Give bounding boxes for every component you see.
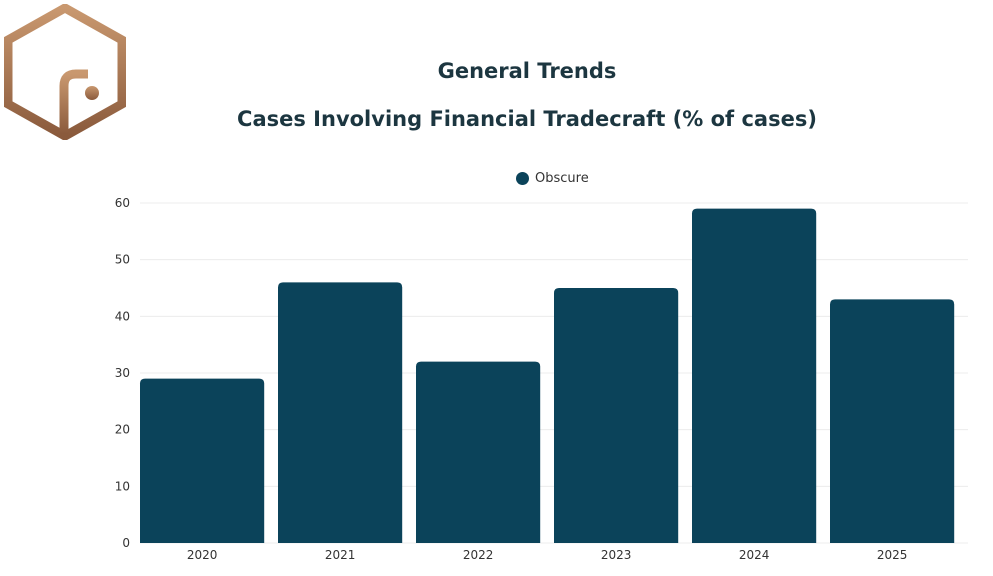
x-tick-label: 2020 <box>187 548 218 562</box>
x-tick-label: 2022 <box>463 548 494 562</box>
x-tick-label: 2021 <box>325 548 356 562</box>
bars <box>140 208 955 543</box>
y-tick-label: 0 <box>122 536 130 550</box>
logo-inner-stroke <box>59 69 88 134</box>
y-tick-label: 20 <box>115 423 130 437</box>
bar-2022[interactable] <box>416 361 541 543</box>
y-axis-ticks: 0 10 20 30 40 50 60 <box>115 196 130 550</box>
x-tick-label: 2025 <box>877 548 908 562</box>
chart-subtitle: Cases Involving Financial Tradecraft (% … <box>237 107 817 131</box>
x-axis-ticks: 2020 2021 2022 2023 2024 2025 <box>187 548 908 562</box>
company-logo <box>4 4 126 140</box>
y-tick-label: 10 <box>115 479 130 493</box>
logo-hexagon-shape <box>4 4 126 140</box>
bar-2021[interactable] <box>278 282 403 543</box>
bar-2023[interactable] <box>554 288 679 543</box>
y-tick-label: 30 <box>115 366 130 380</box>
bar-2024[interactable] <box>692 208 817 543</box>
x-tick-label: 2024 <box>739 548 770 562</box>
y-tick-label: 40 <box>115 309 130 323</box>
chart-legend[interactable]: Obscure <box>516 171 589 186</box>
legend-label-obscure: Obscure <box>535 171 589 186</box>
bar-2020[interactable] <box>140 378 265 543</box>
legend-swatch-obscure <box>516 172 529 185</box>
chart-title: General Trends <box>437 59 617 83</box>
logo-dot <box>85 86 99 100</box>
x-tick-label: 2023 <box>601 548 632 562</box>
y-tick-label: 60 <box>115 196 130 210</box>
bar-2025[interactable] <box>830 299 955 543</box>
y-tick-label: 50 <box>115 253 130 267</box>
